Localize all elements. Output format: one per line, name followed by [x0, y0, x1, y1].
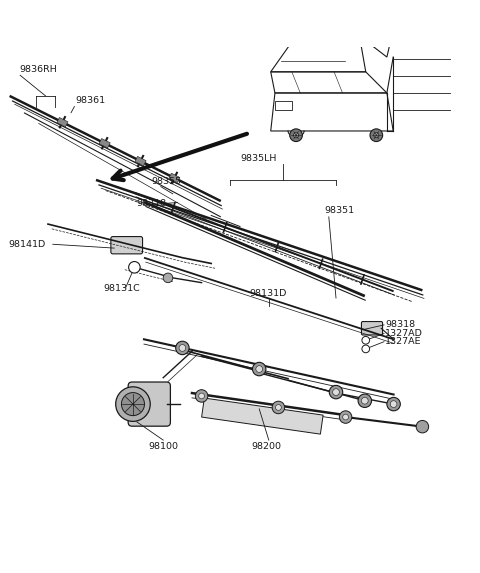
Text: 98318: 98318	[385, 320, 415, 329]
Bar	[135, 156, 146, 166]
Circle shape	[163, 273, 173, 282]
Circle shape	[121, 393, 144, 415]
Circle shape	[272, 401, 285, 414]
Text: 98355: 98355	[151, 176, 181, 186]
Text: 98361: 98361	[76, 96, 106, 105]
Circle shape	[343, 414, 348, 420]
Circle shape	[333, 388, 339, 395]
Bar	[99, 139, 110, 148]
Circle shape	[358, 394, 372, 407]
Circle shape	[370, 129, 383, 142]
Circle shape	[329, 386, 343, 399]
Circle shape	[339, 411, 352, 423]
Text: 98131D: 98131D	[250, 289, 287, 298]
FancyBboxPatch shape	[361, 321, 383, 335]
Circle shape	[387, 398, 400, 411]
Circle shape	[362, 336, 370, 344]
Circle shape	[362, 345, 370, 353]
Text: 98100: 98100	[148, 442, 178, 451]
Circle shape	[374, 133, 379, 138]
Text: 98200: 98200	[252, 442, 281, 451]
Circle shape	[290, 129, 302, 142]
Text: 9835LH: 9835LH	[240, 154, 276, 163]
Text: 98351: 98351	[324, 206, 354, 215]
FancyBboxPatch shape	[111, 237, 143, 254]
Circle shape	[176, 341, 189, 355]
Text: 98141D: 98141D	[9, 240, 46, 249]
Circle shape	[256, 366, 263, 372]
Circle shape	[179, 344, 186, 351]
Circle shape	[195, 390, 208, 402]
Circle shape	[199, 393, 204, 399]
Text: 1327AD: 1327AD	[385, 329, 423, 338]
Bar	[57, 117, 68, 127]
Circle shape	[390, 401, 397, 407]
Circle shape	[116, 387, 150, 421]
Text: 1327AE: 1327AE	[385, 337, 421, 346]
Circle shape	[416, 421, 429, 433]
Circle shape	[361, 398, 368, 404]
Circle shape	[276, 405, 281, 410]
Text: 98131C: 98131C	[103, 284, 140, 293]
Circle shape	[129, 261, 140, 273]
Text: 9836RH: 9836RH	[19, 65, 57, 74]
Text: 98318: 98318	[137, 199, 167, 209]
Circle shape	[294, 133, 299, 138]
Circle shape	[252, 362, 266, 376]
Bar	[169, 173, 180, 183]
Bar	[275, 101, 292, 110]
Bar	[202, 398, 323, 434]
FancyBboxPatch shape	[128, 382, 170, 426]
